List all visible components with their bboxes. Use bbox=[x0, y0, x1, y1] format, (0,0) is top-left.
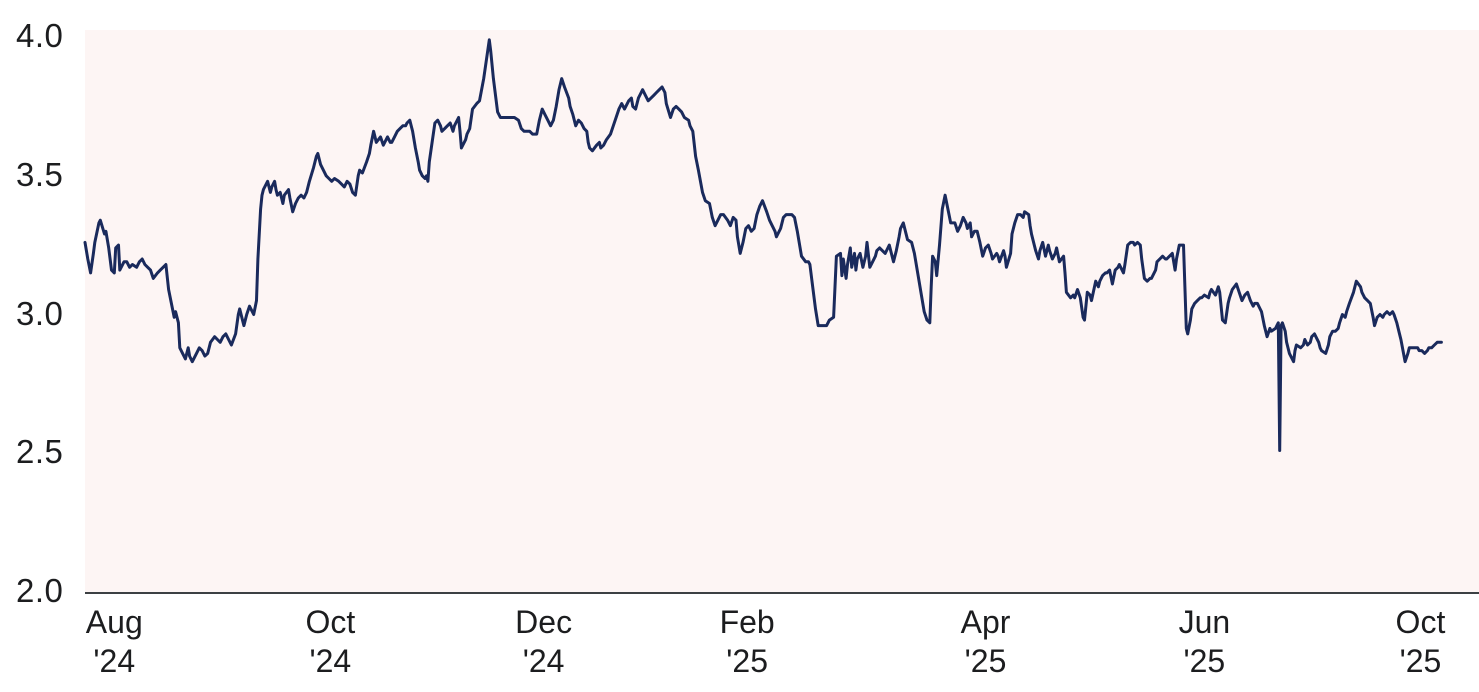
x-tick-year: '24 bbox=[309, 643, 352, 679]
x-tick-month: Jun bbox=[1178, 604, 1231, 640]
x-tick-year: '25 bbox=[964, 643, 1007, 679]
x-tick-month: Feb bbox=[719, 604, 775, 640]
x-tick-month: Aug bbox=[85, 604, 143, 640]
x-tick-month: Apr bbox=[960, 604, 1011, 640]
y-tick-label: 2.0 bbox=[16, 572, 64, 609]
y-tick-label: 3.5 bbox=[16, 155, 64, 193]
x-tick-label: Feb '25 bbox=[682, 603, 812, 681]
x-tick-label: Aug '24 bbox=[49, 603, 179, 681]
y-tick-label: 2.5 bbox=[16, 433, 64, 471]
x-tick-label: Oct '25 bbox=[1355, 603, 1479, 681]
x-tick-label: Oct '24 bbox=[265, 603, 395, 681]
price-series-line bbox=[83, 38, 1443, 452]
x-tick-label: Apr '25 bbox=[921, 603, 1051, 681]
x-tick-month: Oct bbox=[305, 604, 356, 640]
plot-background bbox=[85, 30, 1479, 592]
x-tick-label: Dec '24 bbox=[479, 603, 609, 681]
x-tick-year: '25 bbox=[726, 643, 768, 679]
x-tick-year: '24 bbox=[93, 643, 136, 679]
x-tick-label: Jun '25 bbox=[1139, 603, 1269, 681]
x-tick-year: '25 bbox=[1183, 643, 1226, 679]
x-tick-year: '25 bbox=[1399, 643, 1442, 679]
x-tick-month: Dec bbox=[515, 604, 573, 640]
x-tick-year: '24 bbox=[522, 643, 565, 679]
y-tick-label: 3.0 bbox=[16, 294, 64, 332]
x-axis-line bbox=[85, 592, 1479, 594]
x-tick-month: Oct bbox=[1395, 604, 1446, 640]
y-tick-label: 4.0 bbox=[16, 17, 64, 54]
